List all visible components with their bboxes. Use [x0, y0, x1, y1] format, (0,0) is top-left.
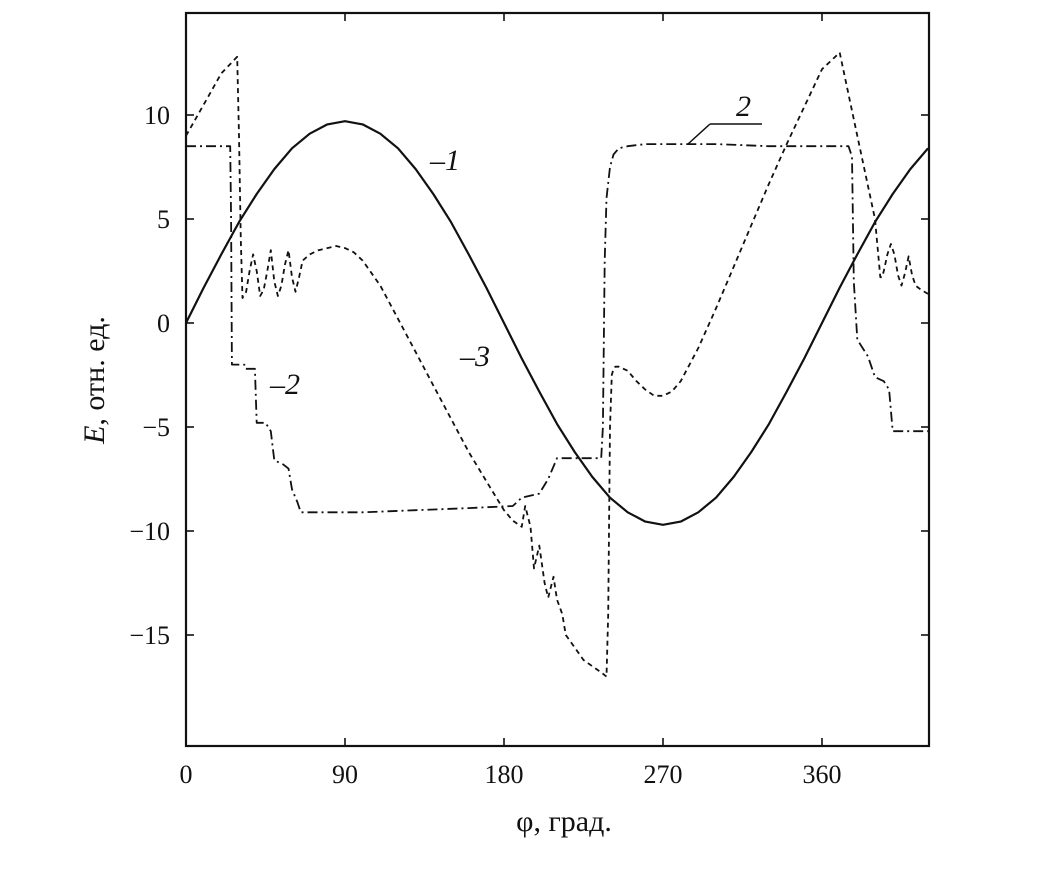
y-tick-label: 10 — [144, 101, 170, 130]
curve-label-3: –3 — [459, 340, 490, 373]
curve-label-2-lower: –2 — [269, 368, 300, 401]
axis-ticks — [185, 13, 929, 746]
x-tick-label: 0 — [180, 760, 193, 789]
curve-label-2-upper: 2 — [736, 90, 751, 123]
annotation-layer: –1 –2 2 –3 — [269, 90, 762, 401]
series-layer — [186, 51, 929, 678]
series-line-1 — [186, 120, 929, 526]
series-line-2 — [186, 143, 928, 514]
x-axis-label: φ, град. — [516, 805, 612, 838]
axis-tick-labels: 0 90 180 270 360 10 5 0 −5 −10 −15 — [129, 101, 841, 789]
x-tick-label: 90 — [332, 760, 358, 789]
curve-label-1: –1 — [429, 144, 460, 177]
y-axis-label: E, отн. ед. — [78, 316, 111, 445]
label-2-leader — [687, 123, 711, 145]
x-tick-label: 360 — [803, 760, 842, 789]
y-axis-label-units: , отн. ед. — [78, 316, 111, 425]
y-tick-label: 5 — [157, 205, 170, 234]
plot-frame — [184, 11, 931, 748]
y-tick-label: −15 — [129, 621, 170, 650]
y-tick-label: 0 — [157, 309, 170, 338]
y-tick-label: −5 — [142, 413, 170, 442]
y-tick-label: −10 — [129, 517, 170, 546]
series-line-3 — [186, 51, 929, 678]
x-tick-label: 180 — [485, 760, 524, 789]
y-axis-label-symbol: E — [78, 426, 111, 445]
x-tick-label: 270 — [644, 760, 683, 789]
